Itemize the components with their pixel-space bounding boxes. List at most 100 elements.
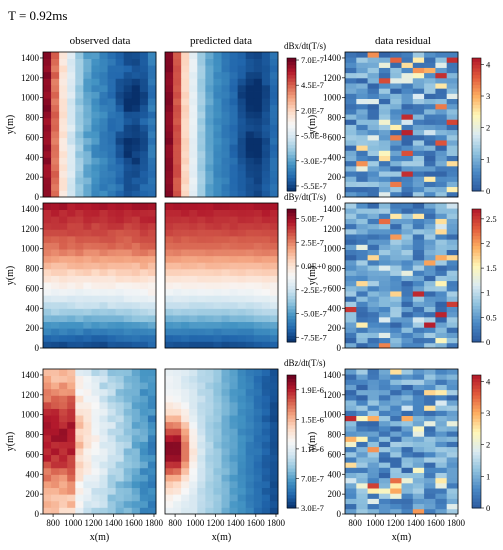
residual-cell <box>356 291 368 297</box>
heatmap-cell <box>115 104 125 112</box>
residual-cell <box>390 181 402 188</box>
heatmap-cell <box>213 487 222 495</box>
heatmap-cell <box>173 507 182 515</box>
colorbar-segment <box>472 252 481 257</box>
residual-cell <box>401 150 414 156</box>
heatmap-cell <box>83 401 92 409</box>
colorbar-segment <box>472 81 481 86</box>
heatmap-cell <box>189 301 198 309</box>
heatmap-cell <box>261 481 271 489</box>
heatmap-cell <box>43 52 52 59</box>
heatmap-cell <box>181 494 190 502</box>
heatmap-cell <box>269 421 279 429</box>
residual-cell <box>367 244 380 251</box>
heatmap-cell <box>173 288 182 296</box>
heatmap-cell <box>107 494 117 502</box>
heatmap-cell <box>269 494 279 502</box>
heatmap-cell <box>213 295 222 303</box>
heatmap-cell <box>253 91 263 99</box>
heatmap-cell <box>205 249 214 257</box>
heatmap-cell <box>107 268 117 276</box>
residual-cell <box>446 322 459 328</box>
heatmap-cell <box>131 131 141 139</box>
residual-cell <box>412 467 425 473</box>
heatmap-cell <box>213 375 222 383</box>
heatmap-cell <box>67 441 76 449</box>
residual-cell <box>390 342 402 349</box>
colorbar-segment <box>472 461 481 466</box>
heatmap-cell <box>221 421 230 429</box>
colorbar-segment <box>287 474 296 479</box>
heatmap-cell <box>43 71 52 79</box>
heatmap-cell <box>237 382 247 390</box>
heatmap-cell <box>99 500 108 508</box>
heatmap-cell <box>51 334 60 342</box>
heatmap-cell <box>221 203 230 210</box>
heatmap-cell <box>139 98 149 106</box>
heatmap-cell <box>189 203 198 210</box>
residual-cell <box>446 410 459 417</box>
heatmap-cell <box>237 388 247 396</box>
heatmap-cell <box>253 328 263 336</box>
residual-cell <box>367 488 380 494</box>
heatmap-cell <box>165 474 174 482</box>
residual-cell <box>367 503 380 510</box>
heatmap-cell <box>131 262 141 270</box>
heatmap-cell <box>213 242 222 250</box>
heatmap-cell <box>181 268 190 276</box>
heatmap-cell <box>99 249 108 257</box>
y-tick-label: 400 <box>328 152 342 162</box>
heatmap-cell <box>67 242 76 250</box>
heatmap-cell <box>205 209 214 217</box>
heatmap-cell <box>173 104 182 112</box>
heatmap-cell <box>245 124 255 132</box>
heatmap-cell <box>229 203 239 210</box>
heatmap-cell <box>75 222 84 230</box>
residual-cell <box>424 150 436 156</box>
residual-cell <box>401 228 414 235</box>
colorbar-segment <box>472 391 481 396</box>
residual-cell <box>378 57 391 63</box>
residual-cell <box>378 306 391 313</box>
residual-cell <box>424 145 436 151</box>
colorbar-segment <box>472 187 481 192</box>
heatmap-cell <box>189 467 198 475</box>
heatmap-cell <box>213 262 222 270</box>
heatmap-cell <box>83 229 92 237</box>
residual-cell <box>435 332 448 339</box>
heatmap-cell <box>99 242 108 250</box>
heatmap-cell <box>107 131 117 139</box>
heatmap-cell <box>139 315 149 323</box>
heatmap-cell <box>261 78 271 86</box>
colorbar-segment <box>472 494 481 499</box>
residual-cell <box>401 129 414 136</box>
heatmap-cell <box>165 84 174 92</box>
heatmap-cell <box>123 507 133 515</box>
residual-cell <box>356 472 368 479</box>
heatmap-cell <box>253 104 263 112</box>
heatmap-cell <box>43 78 52 86</box>
heatmap-cell <box>181 448 190 456</box>
residual-cell <box>401 114 414 120</box>
residual-cell <box>412 369 425 375</box>
heatmap-cell <box>67 111 76 119</box>
residual-cell <box>356 431 368 437</box>
heatmap-cell <box>221 65 230 73</box>
heatmap-cell <box>115 58 125 66</box>
predicted-heatmap-2 <box>165 203 279 349</box>
heatmap-cell <box>173 150 182 158</box>
heatmap-cell <box>139 216 149 224</box>
residual-cell <box>401 249 414 256</box>
heatmap-cell <box>59 388 68 396</box>
heatmap-cell <box>221 268 230 276</box>
colorbar-tick-label: 7.0E-7 <box>301 473 324 483</box>
residual-cell <box>367 322 380 328</box>
residual-cell <box>390 482 402 489</box>
heatmap-cell <box>115 177 125 185</box>
heatmap-cell <box>59 216 68 224</box>
heatmap-cell <box>269 164 279 172</box>
heatmap-cell <box>51 395 60 403</box>
heatmap-cell <box>139 388 149 396</box>
heatmap-cell <box>253 441 263 449</box>
residual-cell <box>446 186 459 193</box>
